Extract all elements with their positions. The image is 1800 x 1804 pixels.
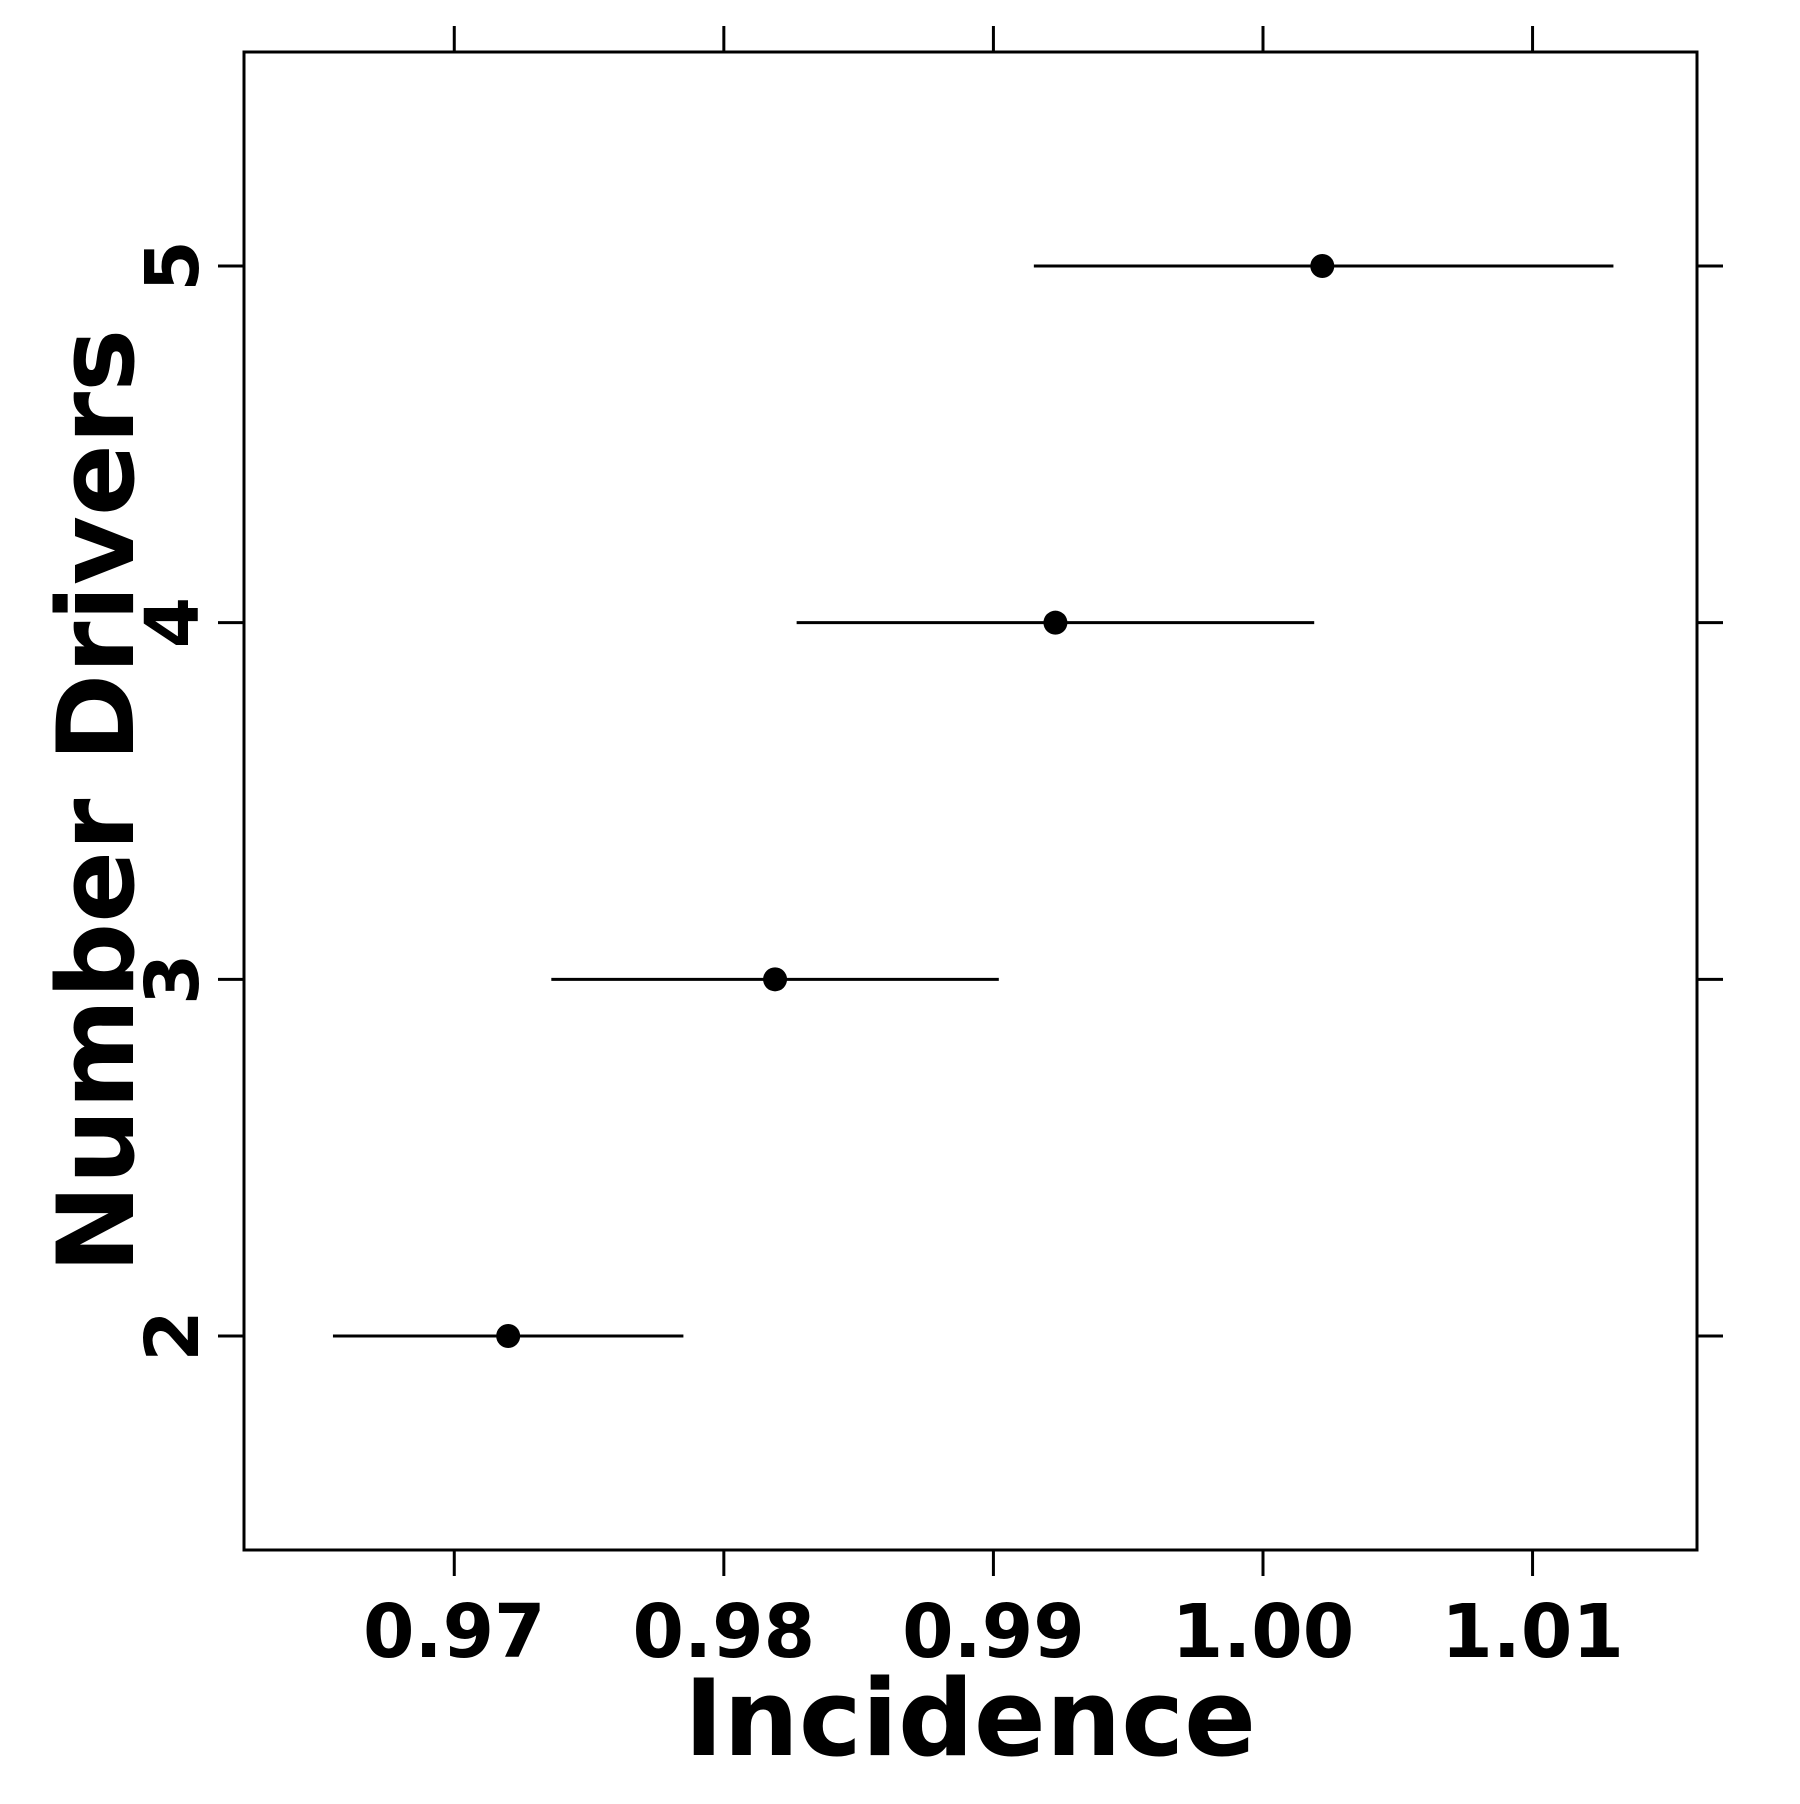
point-marker — [1310, 254, 1335, 278]
x-axis: 0.97 0.98 0.99 1.00 1.01 — [363, 26, 1624, 1675]
y-tick-label: 5 — [130, 240, 216, 292]
y-tick-label: 2 — [130, 1310, 216, 1362]
point-marker — [1043, 610, 1068, 635]
y-axis-title: Number Drivers — [35, 329, 158, 1274]
point-estimates — [496, 254, 1335, 1348]
x-tick-label: 0.99 — [902, 1589, 1085, 1675]
x-tick-label: 0.97 — [363, 1589, 546, 1675]
x-axis-title: Incidence — [684, 1657, 1256, 1780]
y-axis: 2 3 4 5 — [130, 240, 1723, 1362]
confidence-intervals — [332, 264, 1614, 1338]
y-tick-label: 4 — [130, 597, 216, 649]
x-tick-label: 0.98 — [633, 1589, 816, 1675]
x-tick-label: 1.01 — [1441, 1589, 1624, 1675]
point-marker — [496, 1324, 521, 1348]
y-tick-label: 3 — [130, 954, 216, 1006]
plot-frame — [242, 50, 1699, 1552]
point-marker — [763, 967, 788, 992]
x-tick-label: 1.00 — [1172, 1589, 1355, 1675]
